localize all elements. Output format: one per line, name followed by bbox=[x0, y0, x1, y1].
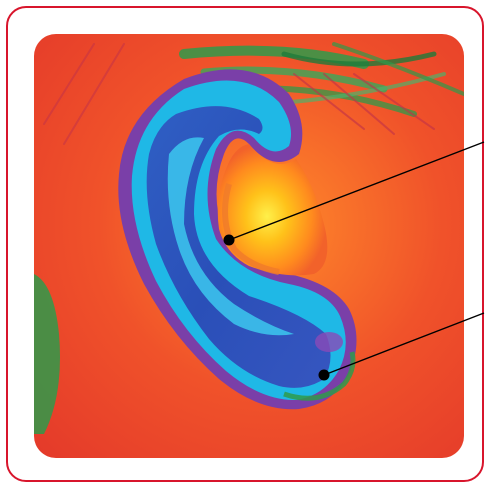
ear-concha-edge bbox=[222, 183, 280, 275]
ear-cyan-mottle bbox=[167, 137, 294, 336]
ear-blue-band bbox=[146, 106, 331, 388]
thermal-ear-photo bbox=[34, 34, 464, 458]
upper-lobe-purple bbox=[315, 332, 343, 352]
left-green-patch bbox=[34, 274, 60, 434]
